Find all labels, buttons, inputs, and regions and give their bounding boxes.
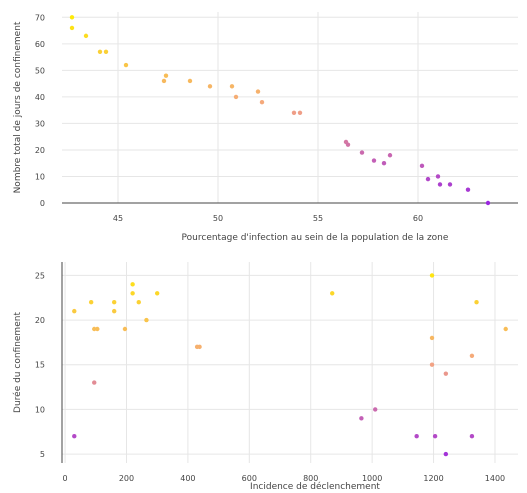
data-point — [255, 89, 261, 94]
data-point — [429, 335, 435, 341]
data-point — [122, 326, 128, 332]
data-point — [136, 300, 141, 305]
data-point — [259, 99, 265, 105]
data-point — [381, 161, 387, 166]
data-point — [373, 407, 378, 412]
data-point — [72, 434, 77, 439]
data-point — [469, 434, 475, 439]
data-point — [69, 25, 75, 31]
x-tick-label: 60 — [413, 214, 423, 223]
data-point — [429, 362, 435, 367]
y-tick-label: 10 — [35, 172, 45, 181]
x-axis-title: Incidence de déclenchement — [250, 481, 380, 492]
data-point — [485, 200, 491, 206]
data-point — [387, 153, 393, 158]
data-point — [291, 110, 297, 116]
y-axis-title: Nombre total de jours de confinement — [13, 21, 23, 193]
y-tick-label: 20 — [35, 146, 45, 155]
data-point — [425, 176, 431, 182]
data-point — [297, 110, 303, 116]
chart-panel-1: 0 10 20 30 40 50 60 70 45 50 55 60 Pourcentage d'inf… — [13, 12, 518, 243]
y-tick-label: 40 — [35, 93, 45, 102]
y-tick-label: 20 — [35, 316, 45, 325]
data-point — [233, 94, 239, 100]
y-tick-label: 5 — [40, 450, 45, 459]
data-point — [197, 344, 202, 350]
x-tick-label: 1400 — [485, 474, 505, 483]
data-point — [469, 353, 475, 358]
data-point — [69, 15, 75, 20]
x-tick-label: 55 — [313, 214, 323, 223]
data-point — [95, 326, 100, 332]
x-axis-title: Pourcentage d'infection au sein de la po… — [182, 233, 449, 243]
data-point — [443, 371, 449, 376]
y-tick-label: 25 — [35, 271, 45, 280]
x-tick-label: 600 — [242, 474, 257, 483]
data-point — [414, 434, 419, 439]
y-tick-label: 50 — [35, 66, 45, 75]
data-point — [112, 308, 117, 314]
data-point — [345, 142, 351, 147]
y-tick-label: 30 — [35, 119, 45, 128]
data-point — [503, 326, 508, 332]
data-point — [97, 49, 103, 54]
x-tick-label: 45 — [113, 214, 123, 223]
y-tick-label: 10 — [35, 405, 45, 414]
data-point — [103, 49, 109, 54]
data-point — [207, 84, 213, 89]
y-tick-label: 60 — [35, 40, 45, 49]
data-point — [432, 434, 438, 439]
data-point — [92, 326, 97, 332]
data-point — [88, 300, 94, 305]
data-point — [161, 78, 167, 84]
x-tick-label: 200 — [119, 474, 134, 483]
data-point — [144, 317, 149, 323]
y-tick-label: 70 — [35, 13, 45, 22]
x-tick-label: 50 — [213, 214, 223, 223]
data-point — [435, 174, 441, 179]
data-point — [123, 62, 129, 68]
y-tick-label: 0 — [40, 199, 45, 208]
data-point — [359, 150, 365, 155]
data-point — [419, 163, 425, 169]
data-point — [330, 291, 335, 296]
data-point — [154, 291, 160, 296]
data-point — [187, 78, 193, 84]
x-tick-label: 800 — [303, 474, 318, 483]
data-point — [371, 158, 377, 163]
data-point — [443, 451, 449, 457]
x-tick-label: 1200 — [423, 474, 443, 483]
data-point — [359, 416, 364, 421]
data-point — [465, 187, 471, 192]
data-point — [447, 182, 453, 187]
x-tick-label: 1000 — [362, 474, 382, 483]
data-point — [112, 300, 117, 305]
data-point — [474, 300, 479, 305]
data-point — [163, 73, 169, 78]
data-point — [229, 84, 235, 89]
data-point — [72, 308, 77, 314]
data-point — [429, 273, 435, 278]
data-point — [437, 182, 443, 187]
data-point — [130, 291, 135, 296]
y-tick-label: 15 — [35, 361, 45, 370]
y-axis-title: Durée du confinement — [12, 312, 23, 413]
chart-panel-2: 5 10 15 20 25 0 200 400 600 800 1000 1200 1400 Incide… — [12, 262, 518, 492]
x-tick-label: 0 — [63, 474, 68, 483]
x-tick-label: 400 — [180, 474, 195, 483]
data-point — [130, 282, 135, 287]
data-point — [92, 380, 97, 385]
data-point — [83, 33, 89, 39]
